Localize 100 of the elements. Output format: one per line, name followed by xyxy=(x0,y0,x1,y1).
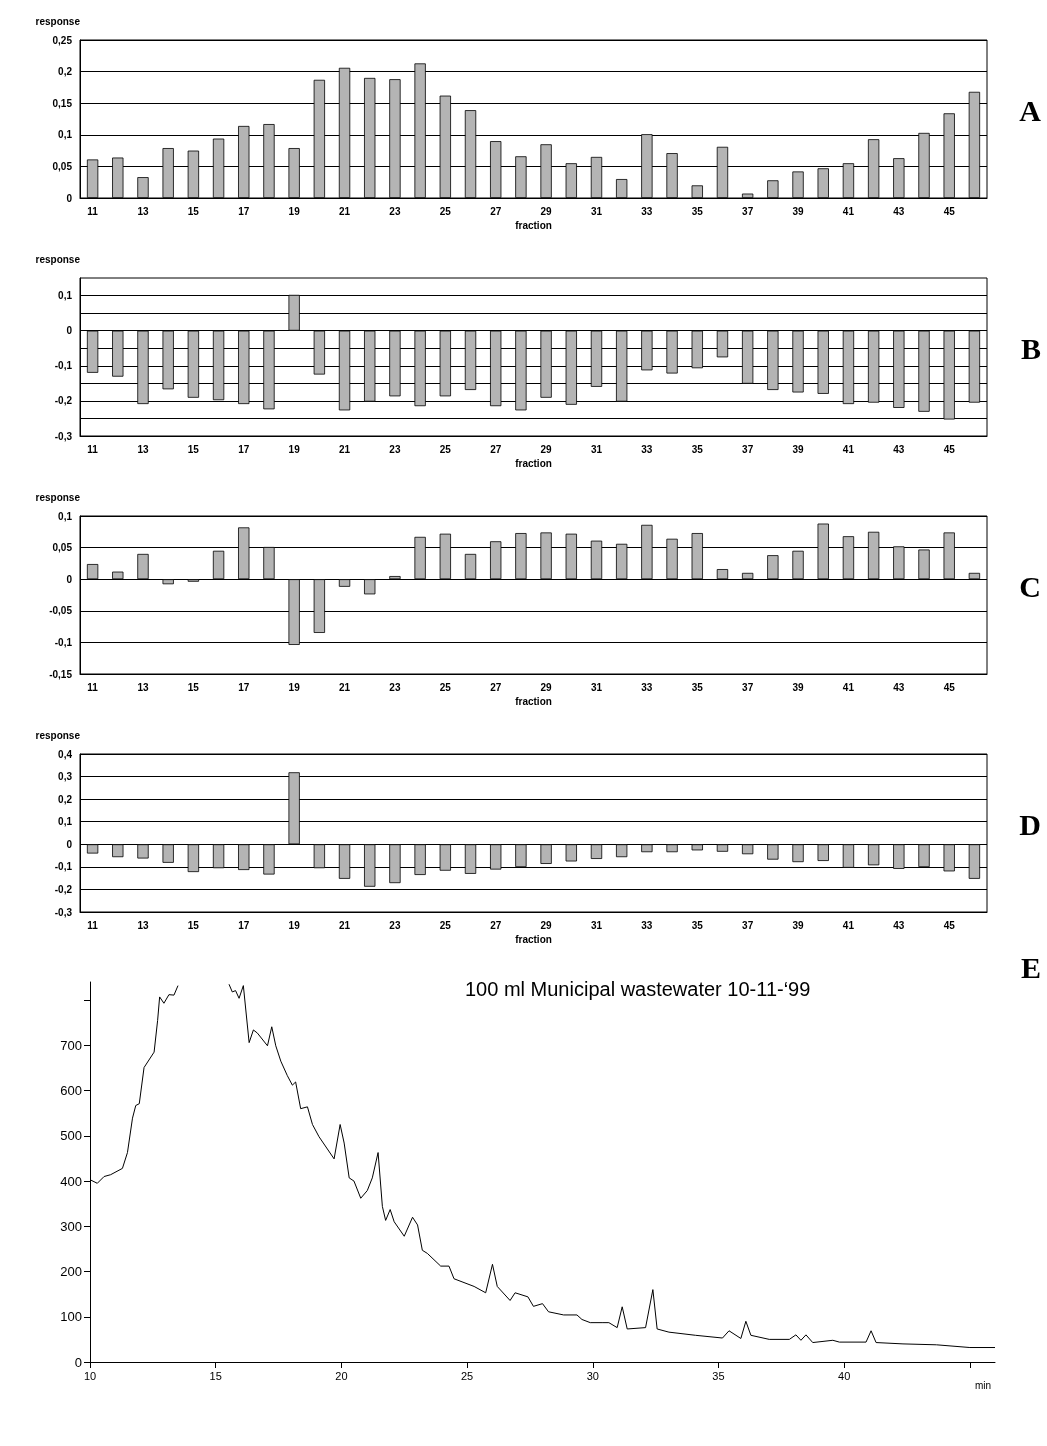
y-tick-label: -0,15 xyxy=(49,668,73,680)
x-tick-label: 23 xyxy=(389,681,401,693)
text: D xyxy=(1019,807,1042,841)
x-tick-label: 25 xyxy=(460,1369,474,1382)
y-tick-label: -0,05 xyxy=(49,605,73,617)
x-axis-title: fraction xyxy=(515,696,552,708)
x-tick-label: 37 xyxy=(742,205,754,217)
x-tick-label: 23 xyxy=(389,205,401,217)
x-tick-label: 13 xyxy=(137,443,149,455)
x-tick-label: 23 xyxy=(389,919,401,931)
x-tick-label: 13 xyxy=(137,919,149,931)
x-tick-label: 33 xyxy=(641,443,653,455)
y-tick-label: 0,2 xyxy=(58,66,73,78)
x-tick-label: 23 xyxy=(389,443,401,455)
y-axis-title: response xyxy=(35,729,81,741)
x-tick-label: 15 xyxy=(187,919,200,931)
x-tick-label: 11 xyxy=(87,205,99,217)
y-axis-title: response xyxy=(35,15,81,27)
y-tick-label: 0,1 xyxy=(58,129,73,141)
x-tick-label: 13 xyxy=(137,681,149,693)
x-axis-title: min xyxy=(975,1379,992,1391)
x-tick-label: 35 xyxy=(691,443,704,455)
x-tick-label: 15 xyxy=(187,205,200,217)
x-tick-label: 19 xyxy=(288,681,301,693)
x-tick-label: 31 xyxy=(590,919,603,931)
x-tick-label: 11 xyxy=(87,443,99,455)
y-tick-label: 0 xyxy=(74,1354,82,1370)
text: B xyxy=(1020,331,1042,365)
x-tick-label: 13 xyxy=(137,205,149,217)
x-tick-label: 31 xyxy=(590,443,603,455)
x-tick-label: 29 xyxy=(540,205,553,217)
x-tick-label: 15 xyxy=(187,443,200,455)
y-tick-label: -0,1 xyxy=(54,636,73,648)
x-tick-label: 20 xyxy=(335,1369,348,1382)
y-tick-label: -0,1 xyxy=(54,360,73,372)
x-tick-label: 45 xyxy=(943,443,956,455)
y-tick-label: 300 xyxy=(60,1218,82,1234)
y-tick-label: 0 xyxy=(66,573,73,585)
x-tick-label: 25 xyxy=(439,443,452,455)
x-tick-label: 10 xyxy=(83,1369,97,1382)
y-tick-label: -0,3 xyxy=(54,906,73,918)
text: C xyxy=(1019,569,1042,603)
y-tick-label: 0,05 xyxy=(52,542,73,554)
y-tick-label: 0,05 xyxy=(52,160,73,172)
y-tick-label: 0,1 xyxy=(58,510,73,522)
x-tick-label: 41 xyxy=(842,681,855,693)
x-tick-label: 27 xyxy=(490,681,502,693)
x-tick-label: 17 xyxy=(238,919,250,931)
y-axis-title: response xyxy=(35,491,81,503)
x-tick-label: 41 xyxy=(842,443,855,455)
x-tick-label: 35 xyxy=(712,1369,725,1382)
x-tick-label: 11 xyxy=(87,919,99,931)
x-tick-label: 43 xyxy=(893,681,905,693)
x-tick-label: 25 xyxy=(439,919,452,931)
x-tick-label: 35 xyxy=(691,919,704,931)
x-tick-label: 37 xyxy=(742,681,754,693)
x-tick-label: 45 xyxy=(943,681,956,693)
x-tick-label: 19 xyxy=(288,919,301,931)
x-tick-label: 21 xyxy=(338,681,351,693)
x-tick-label: 41 xyxy=(842,919,855,931)
y-tick-label: 0,4 xyxy=(58,748,73,760)
x-tick-label: 15 xyxy=(187,681,200,693)
x-axis-title: fraction xyxy=(515,934,552,946)
x-tick-label: 21 xyxy=(338,919,351,931)
y-axis-title: response xyxy=(35,253,81,265)
x-tick-label: 21 xyxy=(338,443,351,455)
y-tick-label: 0,3 xyxy=(58,771,73,783)
y-tick-label: -0,2 xyxy=(54,395,73,407)
x-tick-label: 39 xyxy=(792,443,805,455)
y-tick-label: 0,1 xyxy=(58,816,73,828)
x-tick-label: 43 xyxy=(893,443,905,455)
text: A xyxy=(1019,93,1042,127)
y-tick-label: 0,15 xyxy=(52,97,73,109)
x-tick-label: 25 xyxy=(439,681,452,693)
x-tick-label: 27 xyxy=(490,205,502,217)
x-tick-label: 40 xyxy=(838,1369,851,1382)
x-tick-label: 35 xyxy=(691,681,704,693)
x-tick-label: 45 xyxy=(943,919,956,931)
x-tick-label: 33 xyxy=(641,681,653,693)
x-tick-label: 27 xyxy=(490,919,502,931)
x-tick-label: 35 xyxy=(691,205,704,217)
x-tick-label: 39 xyxy=(792,681,805,693)
y-tick-label: -0,3 xyxy=(54,430,73,442)
y-tick-label: 0 xyxy=(66,192,73,204)
y-tick-label: 400 xyxy=(60,1173,82,1189)
x-tick-label: 37 xyxy=(742,443,754,455)
y-tick-label: 700 xyxy=(60,1037,82,1053)
x-tick-label: 43 xyxy=(893,919,905,931)
text: E xyxy=(1020,950,1042,984)
x-tick-label: 27 xyxy=(490,443,502,455)
x-tick-label: 45 xyxy=(943,205,956,217)
y-tick-label: -0,1 xyxy=(54,861,73,873)
x-tick-label: 31 xyxy=(590,205,603,217)
y-tick-label: 0,1 xyxy=(58,290,73,302)
x-tick-label: 37 xyxy=(742,919,754,931)
x-tick-label: 17 xyxy=(238,443,250,455)
x-tick-label: 29 xyxy=(540,919,553,931)
y-tick-label: 100 xyxy=(60,1309,82,1325)
x-tick-label: 17 xyxy=(238,205,250,217)
x-tick-label: 11 xyxy=(87,681,99,693)
